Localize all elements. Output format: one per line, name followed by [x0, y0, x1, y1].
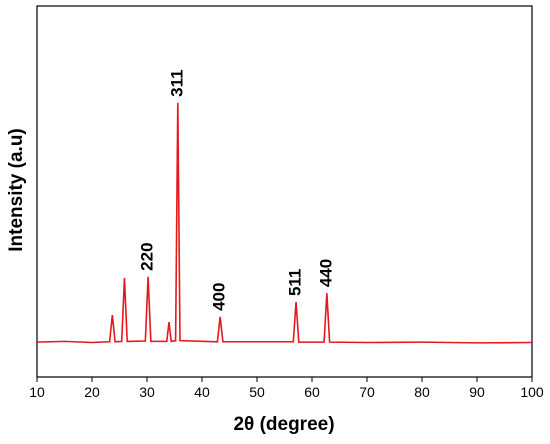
x-tick-label: 60 [304, 384, 320, 400]
x-tick-label: 90 [469, 384, 485, 400]
x-tick-label: 10 [29, 384, 45, 400]
peak-label: 400 [210, 283, 229, 311]
x-tick-label: 80 [414, 384, 430, 400]
x-tick-label: 20 [84, 384, 100, 400]
x-tick-label: 50 [249, 384, 265, 400]
y-axis-title: Intensity (a.u) [6, 128, 27, 252]
peak-label: 511 [286, 269, 305, 296]
peak-label: 220 [138, 242, 157, 270]
x-axis-title: 2θ (degree) [233, 414, 334, 435]
x-tick-label: 100 [520, 384, 544, 400]
peak-label: 311 [167, 69, 186, 96]
plot-frame [36, 5, 533, 378]
x-tick-label: 30 [139, 384, 155, 400]
line-series [36, 102, 533, 344]
x-tick-label: 40 [194, 384, 210, 400]
x-tick-label: 70 [359, 384, 375, 400]
peak-label: 440 [316, 259, 335, 287]
